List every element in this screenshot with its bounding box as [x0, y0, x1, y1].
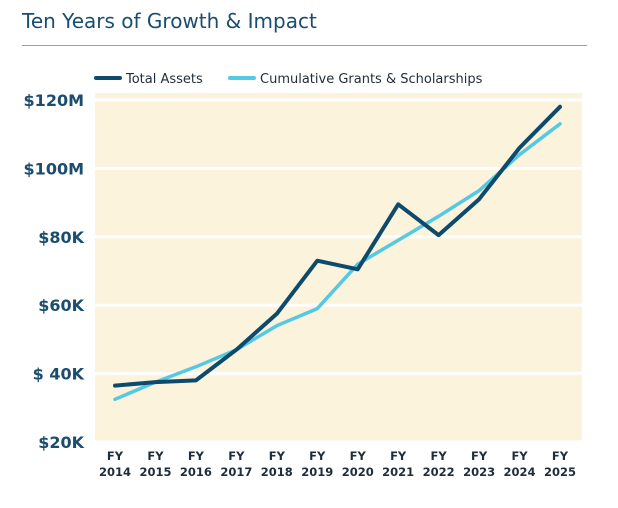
x-tick-label: FY 2014 [99, 449, 131, 479]
x-tick-label: FY 2021 [382, 449, 414, 479]
data-point [154, 381, 156, 383]
data-point [316, 308, 318, 310]
x-tick-label: FY 2023 [463, 449, 495, 479]
legend: Total Assets Cumulative Grants & Scholars… [94, 72, 483, 87]
data-point [397, 203, 399, 205]
x-tick-label: FY 2022 [423, 449, 455, 479]
title-divider [22, 45, 587, 46]
data-point [357, 263, 359, 265]
data-point [559, 123, 561, 125]
x-tick-label: FY 2018 [261, 449, 293, 479]
x-tick-label: FY 2016 [180, 449, 212, 479]
x-axis-ticks: FY 2014 FY 2015 FY 2016 FY 2017 FY 2018 FY 2019 FY 20… [99, 449, 576, 479]
data-point [357, 268, 359, 270]
y-tick-label: $80K [38, 228, 84, 247]
data-point [438, 234, 440, 236]
y-tick-label: $100M [24, 159, 84, 178]
data-point [114, 398, 116, 400]
data-point [276, 325, 278, 327]
x-tick-label: FY 2020 [342, 449, 374, 479]
data-point [195, 366, 197, 368]
y-axis-ticks: $20K $ 40K $60K $80K $100M $120M [24, 91, 85, 452]
data-point [114, 385, 116, 387]
data-point [235, 349, 237, 351]
x-tick-label: FY 2024 [504, 449, 536, 479]
data-point [519, 154, 521, 156]
y-tick-label: $60K [38, 296, 84, 315]
chart-title: Ten Years of Growth & Impact [22, 9, 317, 33]
data-point [438, 215, 440, 217]
data-point [195, 379, 197, 381]
y-tick-label: $20K [38, 433, 84, 452]
x-tick-label: FY 2019 [301, 449, 333, 479]
series-group [113, 104, 562, 402]
data-point [276, 313, 278, 315]
x-tick-label: FY 2017 [220, 449, 252, 479]
x-tick-label: FY 2025 [544, 449, 576, 479]
data-point [397, 239, 399, 241]
legend-label: Cumulative Grants & Scholarships [260, 72, 483, 87]
y-tick-label: $120M [24, 91, 84, 110]
gridlines [95, 98, 582, 376]
y-tick-label: $ 40K [33, 365, 85, 384]
data-point [478, 198, 480, 200]
series-line [113, 122, 562, 402]
series-line [113, 104, 562, 388]
legend-label: Total Assets [125, 72, 203, 87]
data-point [478, 190, 480, 192]
data-point [316, 260, 318, 262]
data-point [559, 106, 561, 108]
plot-background [95, 93, 582, 442]
x-tick-label: FY 2015 [139, 449, 171, 479]
data-point [519, 147, 521, 149]
